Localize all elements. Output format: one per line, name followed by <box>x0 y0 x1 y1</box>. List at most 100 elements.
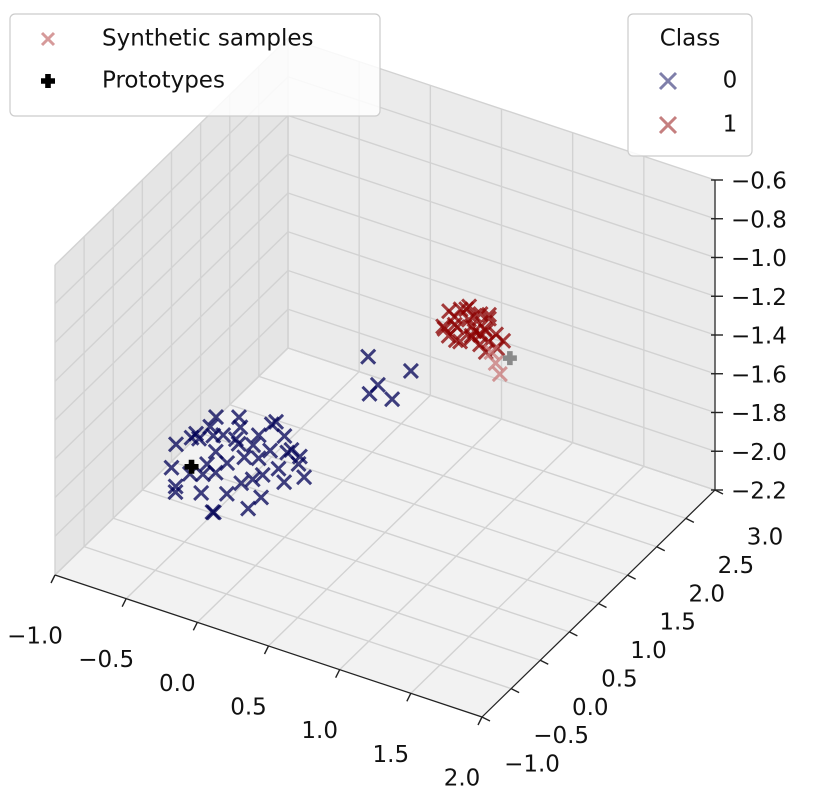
grid-line <box>287 231 716 375</box>
grid-line <box>113 517 541 661</box>
data-point <box>360 348 377 365</box>
legend-marker <box>658 115 678 135</box>
data-point <box>207 409 225 426</box>
grid-line <box>287 114 716 259</box>
grid-line <box>83 545 512 690</box>
tick-mark <box>406 693 412 702</box>
grid-line <box>229 404 657 548</box>
data-point <box>361 385 378 402</box>
y-tick-label: −0.5 <box>533 723 589 749</box>
data-point <box>250 427 267 444</box>
data-point <box>452 301 469 318</box>
x-tick-label: 0.0 <box>159 671 196 697</box>
y-tick-label: 0.0 <box>572 695 609 721</box>
data-point <box>236 449 253 466</box>
x-tick-label: 1.5 <box>373 742 410 768</box>
data-point <box>218 485 235 502</box>
data-point <box>167 478 184 495</box>
grid-line <box>287 347 716 491</box>
y-axis-line <box>481 489 716 718</box>
legend-box <box>9 13 381 117</box>
tick-mark <box>685 517 695 524</box>
data-point <box>279 444 296 461</box>
grid-line <box>200 432 628 576</box>
data-point <box>466 323 483 340</box>
tick-mark <box>121 598 127 607</box>
grid-line <box>287 192 716 336</box>
grid-line <box>258 375 687 520</box>
grid-line <box>54 192 289 421</box>
tick-mark <box>598 602 607 609</box>
data-point <box>163 459 180 476</box>
z-tick-label: −1.2 <box>731 285 787 311</box>
legend-marker <box>41 74 55 88</box>
prototype-point <box>502 351 517 366</box>
legend-marker <box>40 31 56 47</box>
prototype-point <box>184 459 199 474</box>
z-tick-label: −2.0 <box>731 440 787 466</box>
grid-line <box>54 231 289 460</box>
data-point <box>263 416 280 433</box>
legend-label: 1 <box>723 112 738 138</box>
grid-line <box>54 153 289 382</box>
data-point <box>296 469 313 486</box>
x-tick-label: −1.0 <box>7 624 63 650</box>
data-point <box>253 489 270 506</box>
tick-mark <box>627 574 636 580</box>
data-point <box>254 466 271 484</box>
z-tick-label: −0.8 <box>731 207 787 233</box>
tick-mark <box>539 659 549 665</box>
data-point <box>452 333 469 350</box>
data-point <box>480 306 498 323</box>
data-point <box>466 307 483 324</box>
legend-label: Synthetic samples <box>102 26 314 52</box>
y-tick-label: 1.5 <box>659 610 696 636</box>
grid-line <box>54 308 289 537</box>
data-point <box>194 466 211 483</box>
data-point <box>240 500 257 517</box>
data-point <box>276 474 293 491</box>
data-point <box>491 366 508 383</box>
data-point <box>232 419 249 436</box>
y-tick-label: −1.0 <box>504 752 560 778</box>
data-point <box>198 455 216 473</box>
tick-mark <box>477 716 483 726</box>
tick-mark <box>656 546 666 552</box>
points <box>163 298 517 521</box>
grid-line <box>287 308 716 452</box>
data-point <box>250 450 267 467</box>
data-point <box>384 391 401 408</box>
data-point <box>233 475 250 492</box>
legend-label: Prototypes <box>102 68 225 94</box>
legend-marker <box>658 71 678 91</box>
tick-mark <box>481 716 491 722</box>
legend-box <box>627 13 753 157</box>
tick-mark <box>50 574 56 584</box>
z-tick-label: −1.8 <box>731 401 787 427</box>
data-point <box>447 332 464 349</box>
data-point <box>205 504 222 521</box>
data-point <box>167 436 185 453</box>
data-point <box>487 355 504 372</box>
x-tick-label: −0.5 <box>78 647 134 673</box>
y-tick-label: 0.5 <box>601 666 638 692</box>
data-point <box>276 428 293 445</box>
data-point <box>219 455 236 472</box>
z-tick-label: −1.4 <box>731 324 787 350</box>
legend-title: Class <box>660 26 721 52</box>
data-point <box>480 310 497 327</box>
x-tick-label: 1.0 <box>301 718 338 744</box>
data-point <box>483 344 500 361</box>
y-tick-label: 2.5 <box>718 553 755 579</box>
z-tick-label: −0.6 <box>731 169 787 195</box>
data-point <box>262 442 279 459</box>
tick-mark <box>192 622 198 631</box>
z-tick-label: −1.6 <box>731 362 787 388</box>
y-tick-label: 3.0 <box>747 525 784 551</box>
data-point <box>461 298 478 315</box>
data-point <box>167 483 184 501</box>
grid-line <box>54 347 289 576</box>
tick-mark <box>335 669 341 678</box>
x-tick-label: 0.5 <box>230 695 267 721</box>
